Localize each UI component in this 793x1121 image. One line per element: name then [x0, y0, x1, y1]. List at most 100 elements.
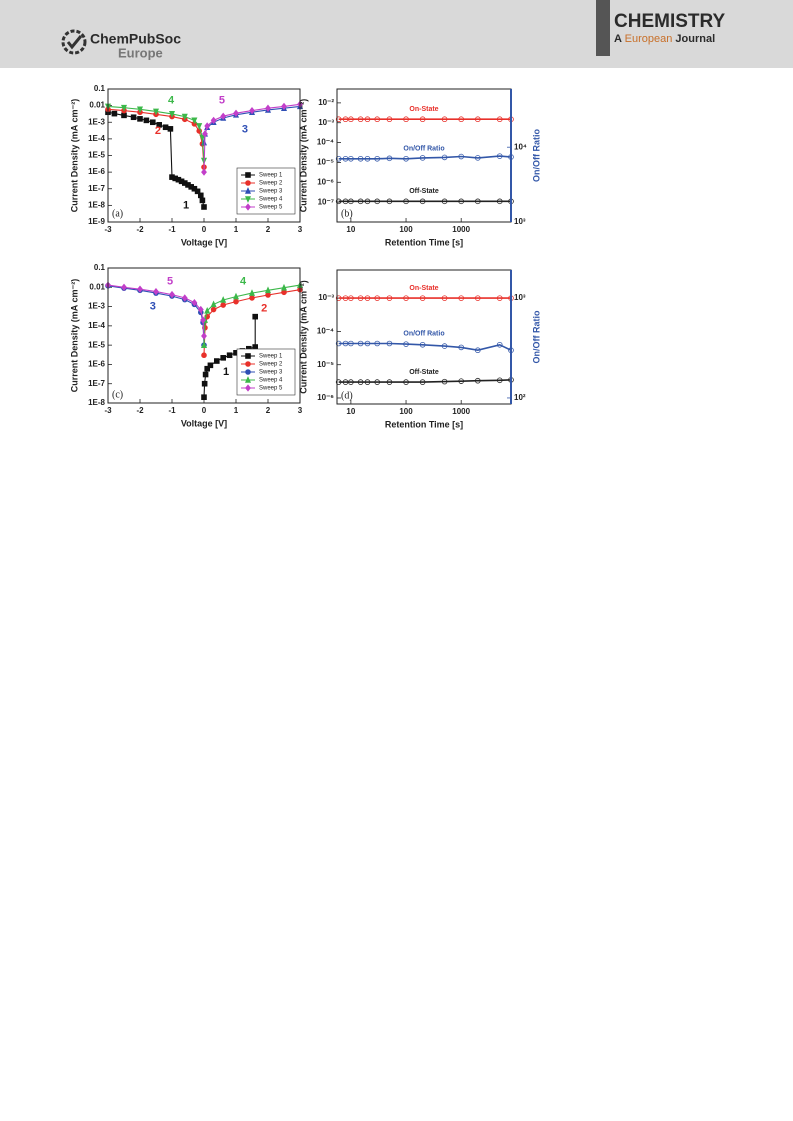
marker	[364, 340, 371, 347]
marker	[374, 155, 381, 162]
y-tick-label: 1E-7	[88, 184, 105, 193]
marker	[364, 295, 371, 301]
marker	[201, 204, 207, 210]
legend-label: Sweep 2	[259, 362, 283, 368]
marker	[210, 306, 217, 313]
series-label: On/Off Ratio	[403, 146, 444, 153]
header-band	[0, 0, 793, 68]
marker	[200, 316, 206, 324]
marker	[226, 352, 233, 359]
legend-marker	[245, 172, 251, 178]
marker	[357, 295, 364, 301]
marker	[197, 192, 204, 199]
y-tick-label: 10⁻²	[318, 98, 334, 107]
logo-text: ChemPubSoc	[90, 31, 181, 47]
marker	[348, 295, 354, 301]
journal-subtitle: A European Journal	[614, 33, 715, 45]
x-tick-label: -3	[104, 225, 112, 234]
x-tick-label: 1	[234, 225, 239, 234]
x-tick-label: 2	[266, 406, 271, 415]
marker	[281, 289, 287, 296]
marker	[474, 155, 481, 161]
x-tick-label: 0	[202, 406, 207, 415]
marker	[348, 340, 354, 347]
marker	[496, 116, 503, 123]
marker	[201, 352, 207, 359]
x-tick-label: 0	[202, 225, 207, 234]
chart: 10⁻³ 10⁻⁴ 10⁻⁵ 10⁻⁶ 10 100 1000 10² 10³ Retention…	[298, 269, 541, 429]
series-label: On-State	[409, 106, 438, 113]
y-tick-label: 1E-3	[88, 117, 105, 126]
y-axis-label: Current Density (mA cm⁻²)	[69, 279, 79, 392]
marker	[335, 155, 342, 162]
y2-axis-label: On/Off Ratio	[531, 129, 541, 182]
marker	[249, 106, 255, 115]
chart: 0.1 0.01 1E-3 1E-4 1E-5 1E-6 1E-7 1E-8 1E-9-3 -2 -…	[69, 84, 304, 247]
legend-marker	[245, 353, 251, 359]
y-tick-label: 10⁻³	[318, 118, 334, 127]
journal-bar	[596, 0, 610, 56]
legend-label: Sweep 4	[259, 197, 283, 203]
marker	[200, 341, 208, 348]
marker	[199, 134, 206, 142]
marker	[252, 344, 259, 350]
marker	[364, 379, 371, 385]
marker	[364, 198, 371, 205]
marker	[374, 116, 381, 123]
marker	[233, 298, 239, 305]
series-line	[107, 284, 205, 336]
marker	[419, 155, 426, 161]
marker	[474, 116, 481, 123]
marker	[496, 295, 503, 301]
marker	[335, 340, 342, 347]
marker	[199, 197, 206, 204]
panel-label: (b)	[341, 208, 353, 219]
marker	[386, 155, 393, 162]
y-tick-label: 10⁻⁵	[317, 158, 334, 167]
y-tick-label: 1E-3	[88, 302, 105, 311]
marker	[374, 340, 381, 347]
marker	[386, 295, 393, 301]
marker	[121, 283, 127, 291]
marker	[496, 153, 503, 159]
marker	[348, 379, 354, 385]
marker	[496, 377, 503, 384]
marker	[357, 379, 364, 385]
marker	[474, 198, 481, 205]
marker	[342, 155, 349, 162]
marker	[342, 116, 349, 123]
marker	[441, 295, 448, 301]
marker	[474, 295, 481, 301]
x-axis-label: Voltage [V]	[181, 418, 227, 428]
y2-axis-label: On/Off Ratio	[531, 310, 541, 363]
y-tick-label: 1E-9	[88, 217, 105, 226]
marker	[130, 114, 137, 121]
marker	[364, 155, 371, 162]
series-line	[338, 342, 512, 352]
series-label: On-State	[409, 285, 438, 292]
marker	[419, 295, 426, 301]
marker	[202, 371, 209, 378]
marker	[342, 295, 349, 301]
marker	[496, 198, 503, 205]
y-tick-label: 10⁻⁶	[317, 393, 334, 402]
marker	[168, 111, 176, 118]
legend-marker	[245, 361, 251, 367]
marker	[348, 155, 354, 162]
marker	[137, 285, 143, 293]
marker	[419, 198, 426, 205]
x-axis-label: Retention Time [s]	[385, 237, 463, 247]
legend-label: Sweep 4	[259, 378, 283, 384]
marker	[441, 116, 448, 123]
marker	[181, 113, 188, 121]
x-tick-label: 1	[234, 406, 239, 415]
series-label: On/Off Ratio	[403, 330, 444, 337]
y-tick-label: 1E-4	[88, 321, 105, 330]
series-label: Off-State	[409, 369, 439, 376]
marker	[201, 394, 207, 400]
y-tick-label: 10⁻⁴	[317, 327, 334, 336]
marker	[364, 116, 371, 123]
marker	[335, 116, 342, 123]
journal-sub-a: A	[614, 33, 622, 45]
journal-sub-b: European	[625, 33, 673, 45]
